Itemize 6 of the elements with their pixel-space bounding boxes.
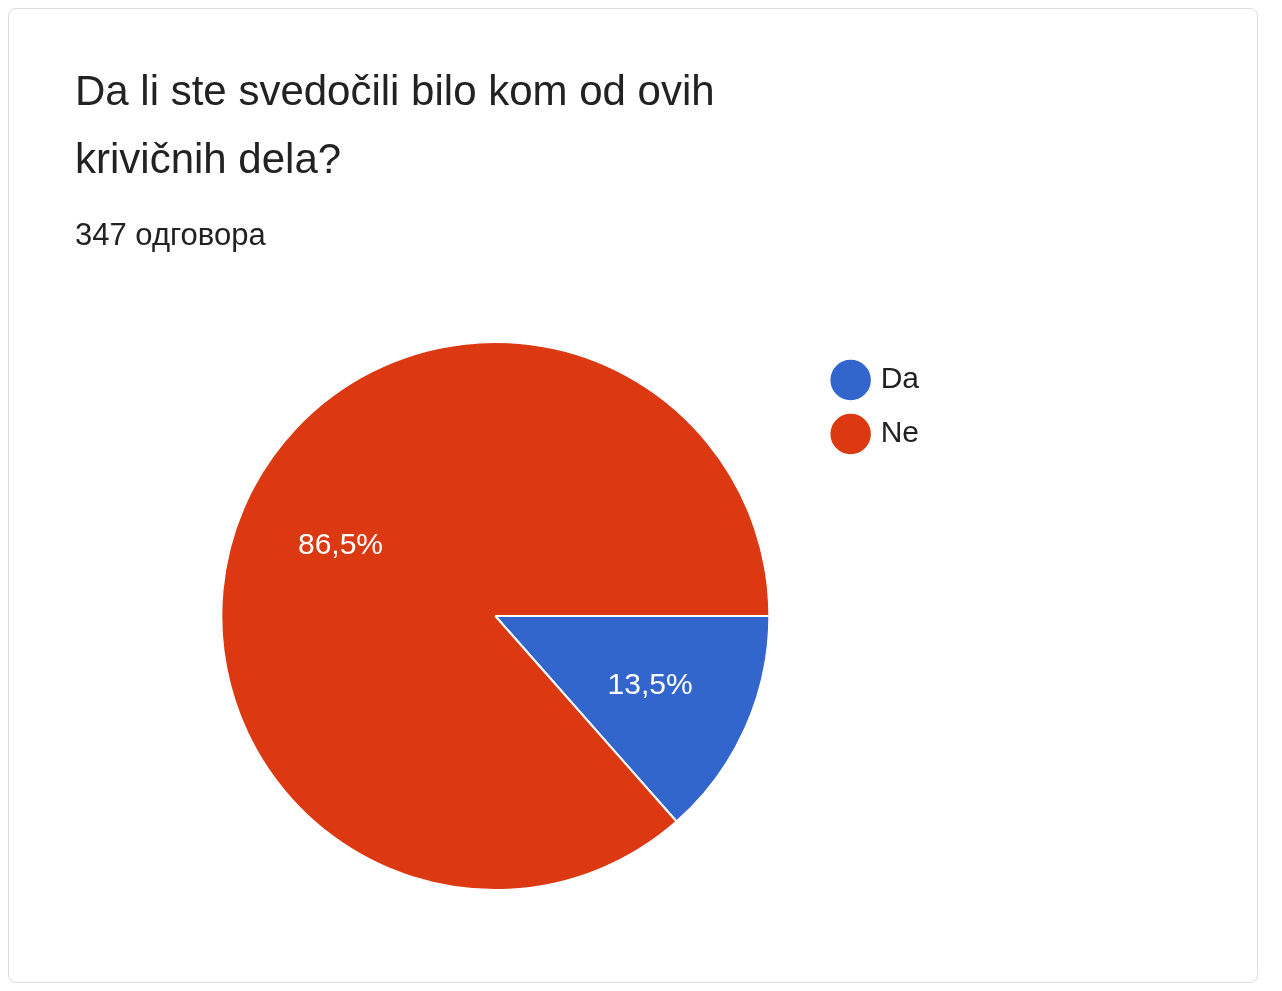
legend-label: Ne <box>880 415 920 449</box>
chart-subtitle: 347 одговора <box>75 217 267 253</box>
chart-title: Da li ste svedočili bilo kom od ovih krivičnih dela? <box>75 66 716 184</box>
data-label: 86,5% <box>297 527 384 561</box>
data-label: 13,5% <box>607 667 693 701</box>
legend-label: Da <box>880 361 920 395</box>
